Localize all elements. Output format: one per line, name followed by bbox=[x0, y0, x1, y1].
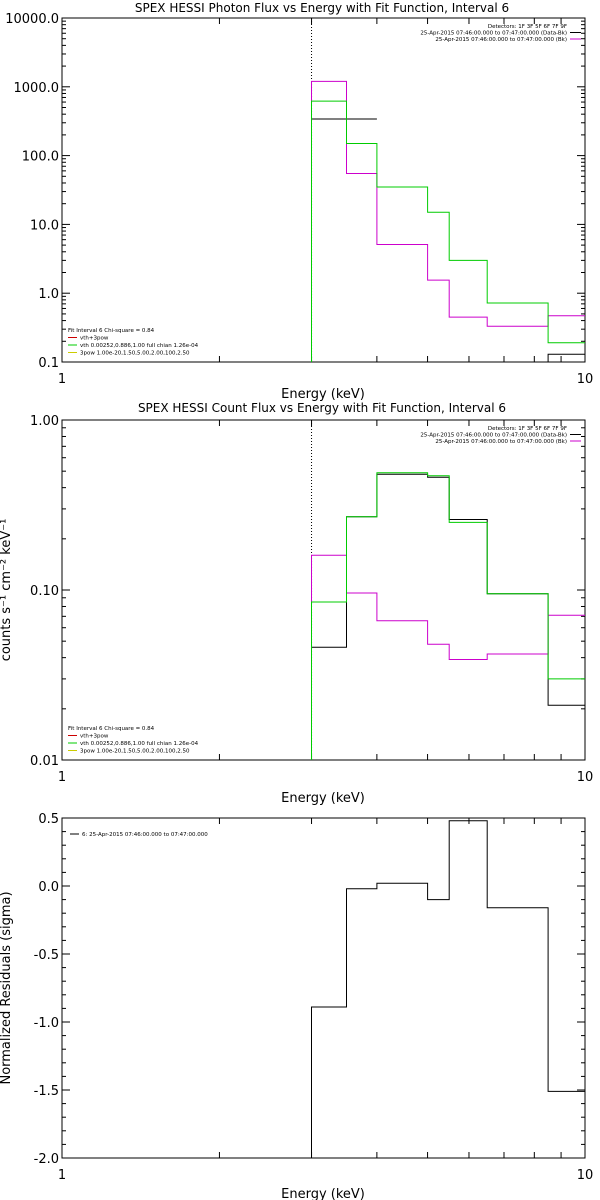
photon-title: SPEX HESSI Photon Flux vs Energy with Fi… bbox=[135, 1, 509, 15]
residual-panel: -2.0 -1.5 -1.0 -0.5 0.0 0.5 1 10 6: 25-Apr-201… bbox=[0, 812, 593, 1200]
legend-right-entry: 25-Apr-2015 07:46:00.000 to 07:47:00.000… bbox=[420, 31, 567, 37]
series-step-line-1 bbox=[311, 80, 585, 362]
legend-left-entry: vth+3pow bbox=[80, 734, 109, 740]
y-tick-label: 1000.0 bbox=[14, 81, 60, 96]
legend-right-entry: Detectors: 1F 3F 5F 6F 7F 9F bbox=[488, 426, 567, 432]
x-tick-label: 10 bbox=[577, 372, 594, 387]
residual-x-axis-label: Energy (keV) bbox=[281, 1187, 365, 1200]
legend-left-entry: Fit Interval 6 Chi-square = 0.84 bbox=[68, 726, 155, 732]
legend-right-entry: 25-Apr-2015 07:46:00.000 to 07:47:00.000… bbox=[435, 37, 567, 43]
y-tick-label: 0.1 bbox=[38, 356, 59, 371]
legend-right-entry: 25-Apr-2015 07:46:00.000 to 07:47:00.000… bbox=[420, 433, 567, 439]
legend-right-entry: Detectors: 1F 3F 5F 6F 7F 9F bbox=[488, 24, 567, 30]
photon-y-ticks: 0.1 1.0 10.0 100.0 1000.0 10000.0 bbox=[5, 12, 585, 371]
residual-legend: 6: 25-Apr-2015 07:46:00.000 to 07:47:00.… bbox=[70, 832, 208, 838]
residual-series bbox=[311, 820, 585, 1158]
x-tick-label: 1 bbox=[58, 1168, 66, 1183]
series-step-line-1 bbox=[311, 554, 585, 760]
count-series bbox=[311, 472, 585, 760]
legend-left-entry: Fit Interval 6 Chi-square = 0.84 bbox=[68, 328, 155, 334]
residual-y-axis-label: Normalized Residuals (sigma) bbox=[0, 891, 14, 1084]
legend-left-entry: 3pow 1.00e-20,1.50,5.00,2.00,100,2.50 bbox=[80, 749, 190, 755]
count-y-axis-label: counts s⁻¹ cm⁻² keV⁻¹ bbox=[0, 519, 14, 662]
photon-legend-left: Fit Interval 6 Chi-square = 0.84 vth+3pow… bbox=[68, 328, 199, 357]
residual-plot-frame bbox=[61, 817, 586, 1159]
y-tick-label: 0.10 bbox=[30, 584, 59, 599]
x-tick-label: 1 bbox=[58, 770, 66, 785]
y-tick-label: 0.01 bbox=[30, 754, 59, 769]
count-panel: SPEX HESSI Count Flux vs Energy with Fit… bbox=[0, 401, 593, 806]
y-tick-label: 1.0 bbox=[38, 287, 59, 302]
legend-left-entry: 6: 25-Apr-2015 07:46:00.000 to 07:47:00.… bbox=[82, 832, 208, 838]
legend-left-entry: vth+3pow bbox=[80, 336, 109, 342]
y-tick-label: 100.0 bbox=[22, 150, 59, 165]
photon-x-axis-label: Energy (keV) bbox=[281, 387, 365, 402]
legend-left-entry: vth 0.00252,0.886,1.00 full chian 1.26e-… bbox=[80, 343, 199, 349]
residual-x-ticks: 1 10 bbox=[58, 818, 593, 1183]
legend-left-entry: 3pow 1.00e-20,1.50,5.00,2.00,100,2.50 bbox=[80, 351, 190, 357]
legend-left-entry: vth 0.00252,0.886,1.00 full chian 1.26e-… bbox=[80, 741, 199, 747]
photon-legend-right: Detectors: 1F 3F 5F 6F 7F 9F25-Apr-2015 … bbox=[420, 24, 581, 43]
y-tick-label: 0.0 bbox=[38, 880, 59, 895]
count-x-axis-label: Energy (keV) bbox=[281, 791, 365, 806]
y-tick-label: -2.0 bbox=[34, 1152, 59, 1167]
count-y-ticks: 0.01 0.10 1.00 bbox=[30, 414, 585, 769]
y-tick-label: -0.5 bbox=[34, 948, 59, 963]
legend-right-entry: 25-Apr-2015 07:46:00.000 to 07:47:00.000… bbox=[435, 439, 567, 445]
series-step-line-2 bbox=[311, 100, 585, 362]
photon-series bbox=[311, 80, 585, 362]
count-legend-right: Detectors: 1F 3F 5F 6F 7F 9F25-Apr-2015 … bbox=[420, 426, 581, 445]
count-title: SPEX HESSI Count Flux vs Energy with Fit… bbox=[138, 401, 506, 415]
y-tick-label: -1.5 bbox=[34, 1084, 59, 1099]
y-tick-label: 10000.0 bbox=[5, 12, 59, 27]
photon-panel: SPEX HESSI Photon Flux vs Energy with Fi… bbox=[5, 1, 593, 402]
series-step-line-2 bbox=[311, 472, 585, 760]
x-tick-label: 1 bbox=[58, 372, 66, 387]
series-step-line-0 bbox=[311, 118, 585, 362]
series-step-line-0 bbox=[311, 820, 585, 1158]
photon-plot-frame bbox=[61, 17, 586, 363]
y-tick-label: 1.00 bbox=[30, 414, 59, 429]
count-x-ticks: 1 10 bbox=[58, 420, 593, 785]
count-plot-frame bbox=[61, 419, 586, 761]
y-tick-label: 10.0 bbox=[30, 218, 59, 233]
residual-y-ticks: -2.0 -1.5 -1.0 -0.5 0.0 0.5 bbox=[34, 812, 585, 1167]
x-tick-label: 10 bbox=[577, 1168, 594, 1183]
y-tick-label: -1.0 bbox=[34, 1016, 59, 1031]
count-legend-left: Fit Interval 6 Chi-square = 0.84 vth+3pow… bbox=[68, 726, 199, 755]
y-tick-label: 0.5 bbox=[38, 812, 59, 827]
x-tick-label: 10 bbox=[577, 770, 594, 785]
